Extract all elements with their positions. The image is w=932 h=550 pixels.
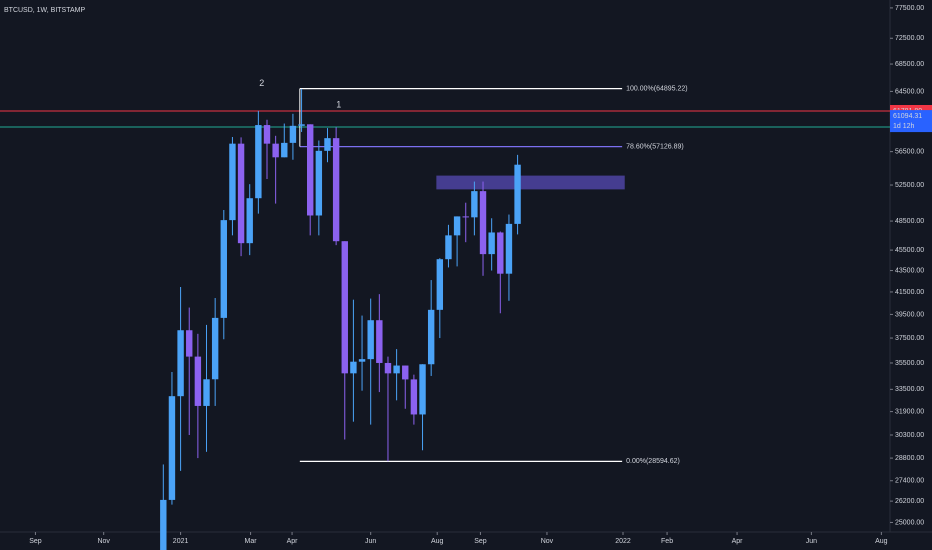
- candle-body: [332, 138, 340, 242]
- y-tick-label: 56500.00: [895, 148, 924, 155]
- x-tick-label: Feb: [661, 538, 673, 545]
- annotation: 2: [259, 78, 264, 88]
- candle-body: [462, 216, 469, 218]
- candle-body: [281, 142, 288, 158]
- candle-body: [246, 198, 253, 244]
- candle-body: [488, 232, 495, 255]
- chart-title: BTCUSD, 1W, BITSTAMP: [4, 7, 85, 14]
- y-tick-label: 41500.00: [895, 289, 924, 296]
- x-tick-label: 2021: [173, 538, 189, 545]
- x-tick-label: Nov: [97, 538, 110, 545]
- candle-body: [289, 125, 297, 143]
- candle-body: [194, 356, 202, 406]
- candle-body: [168, 396, 176, 500]
- candle-body: [376, 320, 383, 363]
- candle-body: [419, 364, 426, 415]
- candle-body: [350, 361, 357, 374]
- fib-label: 0.00%(28594.62): [626, 458, 680, 465]
- x-tick-label: 2022: [615, 538, 631, 545]
- supply-zone: [436, 175, 625, 190]
- countdown-label: 1d 12h: [893, 123, 915, 130]
- x-tick-label: Aug: [875, 538, 888, 545]
- candle-body: [307, 124, 314, 216]
- candle-body: [315, 150, 323, 216]
- y-tick-label: 31900.00: [895, 408, 924, 415]
- fib-label: 78.60%(57126.89): [626, 143, 684, 150]
- candle-body: [505, 223, 513, 274]
- candle-body: [453, 216, 461, 236]
- y-tick-label: 45500.00: [895, 247, 924, 254]
- candle-body: [445, 235, 452, 260]
- y-tick-label: 37500.00: [895, 335, 924, 342]
- candle-body: [436, 259, 444, 310]
- y-tick-label: 26200.00: [895, 498, 924, 505]
- candle-body: [203, 379, 210, 406]
- candle-body: [298, 124, 305, 126]
- candle-body: [471, 191, 478, 218]
- candle-body: [402, 365, 409, 380]
- y-tick-label: 77500.00: [895, 5, 924, 12]
- candle-body: [177, 330, 184, 397]
- x-tick-label: Mar: [245, 538, 258, 545]
- candle-body: [497, 232, 504, 274]
- x-tick-label: Aug: [431, 538, 444, 545]
- y-tick-label: 43500.00: [895, 267, 924, 274]
- y-tick-label: 25000.00: [895, 519, 924, 526]
- candle-body: [341, 241, 348, 374]
- candle-body: [410, 379, 418, 415]
- x-tick-label: Jun: [365, 538, 376, 545]
- candle-body: [272, 143, 279, 158]
- candle-body: [367, 320, 374, 360]
- fib-label: 100.00%(64895.22): [626, 85, 688, 92]
- candle-body: [255, 125, 262, 199]
- y-tick-label: 33500.00: [895, 386, 924, 393]
- candle-body: [427, 309, 435, 365]
- y-tick-label: 27400.00: [895, 478, 924, 485]
- candle-body: [160, 499, 167, 550]
- candle-body: [514, 164, 521, 224]
- x-tick-label: Sep: [474, 538, 487, 545]
- candle-body: [229, 143, 236, 221]
- candle-body: [324, 138, 331, 151]
- candle-body: [384, 362, 392, 374]
- candle-body: [479, 191, 487, 255]
- x-tick-label: Apr: [732, 538, 744, 545]
- x-tick-label: Apr: [287, 538, 299, 545]
- y-tick-label: 30300.00: [895, 432, 924, 439]
- candle-body: [237, 143, 245, 244]
- candle-body: [358, 359, 366, 362]
- y-tick-label: 52500.00: [895, 182, 924, 189]
- y-tick-label: 28800.00: [895, 455, 924, 462]
- candle-body: [186, 330, 193, 357]
- last-price-label: 61094.31: [893, 113, 922, 120]
- candle-body: [211, 317, 219, 380]
- y-tick-label: 64500.00: [895, 88, 924, 95]
- candle-body: [393, 365, 400, 374]
- last-price-box: [890, 110, 932, 133]
- annotation: 1: [336, 99, 341, 109]
- y-tick-label: 35500.00: [895, 360, 924, 367]
- x-tick-label: Jun: [806, 538, 817, 545]
- y-tick-label: 72500.00: [895, 35, 924, 42]
- x-tick-label: Nov: [541, 538, 554, 545]
- y-tick-label: 48500.00: [895, 218, 924, 225]
- candle-body: [263, 125, 271, 144]
- x-tick-label: Sep: [29, 538, 42, 545]
- y-tick-label: 68500.00: [895, 61, 924, 68]
- candle-body: [220, 220, 227, 318]
- y-tick-label: 39500.00: [895, 311, 924, 318]
